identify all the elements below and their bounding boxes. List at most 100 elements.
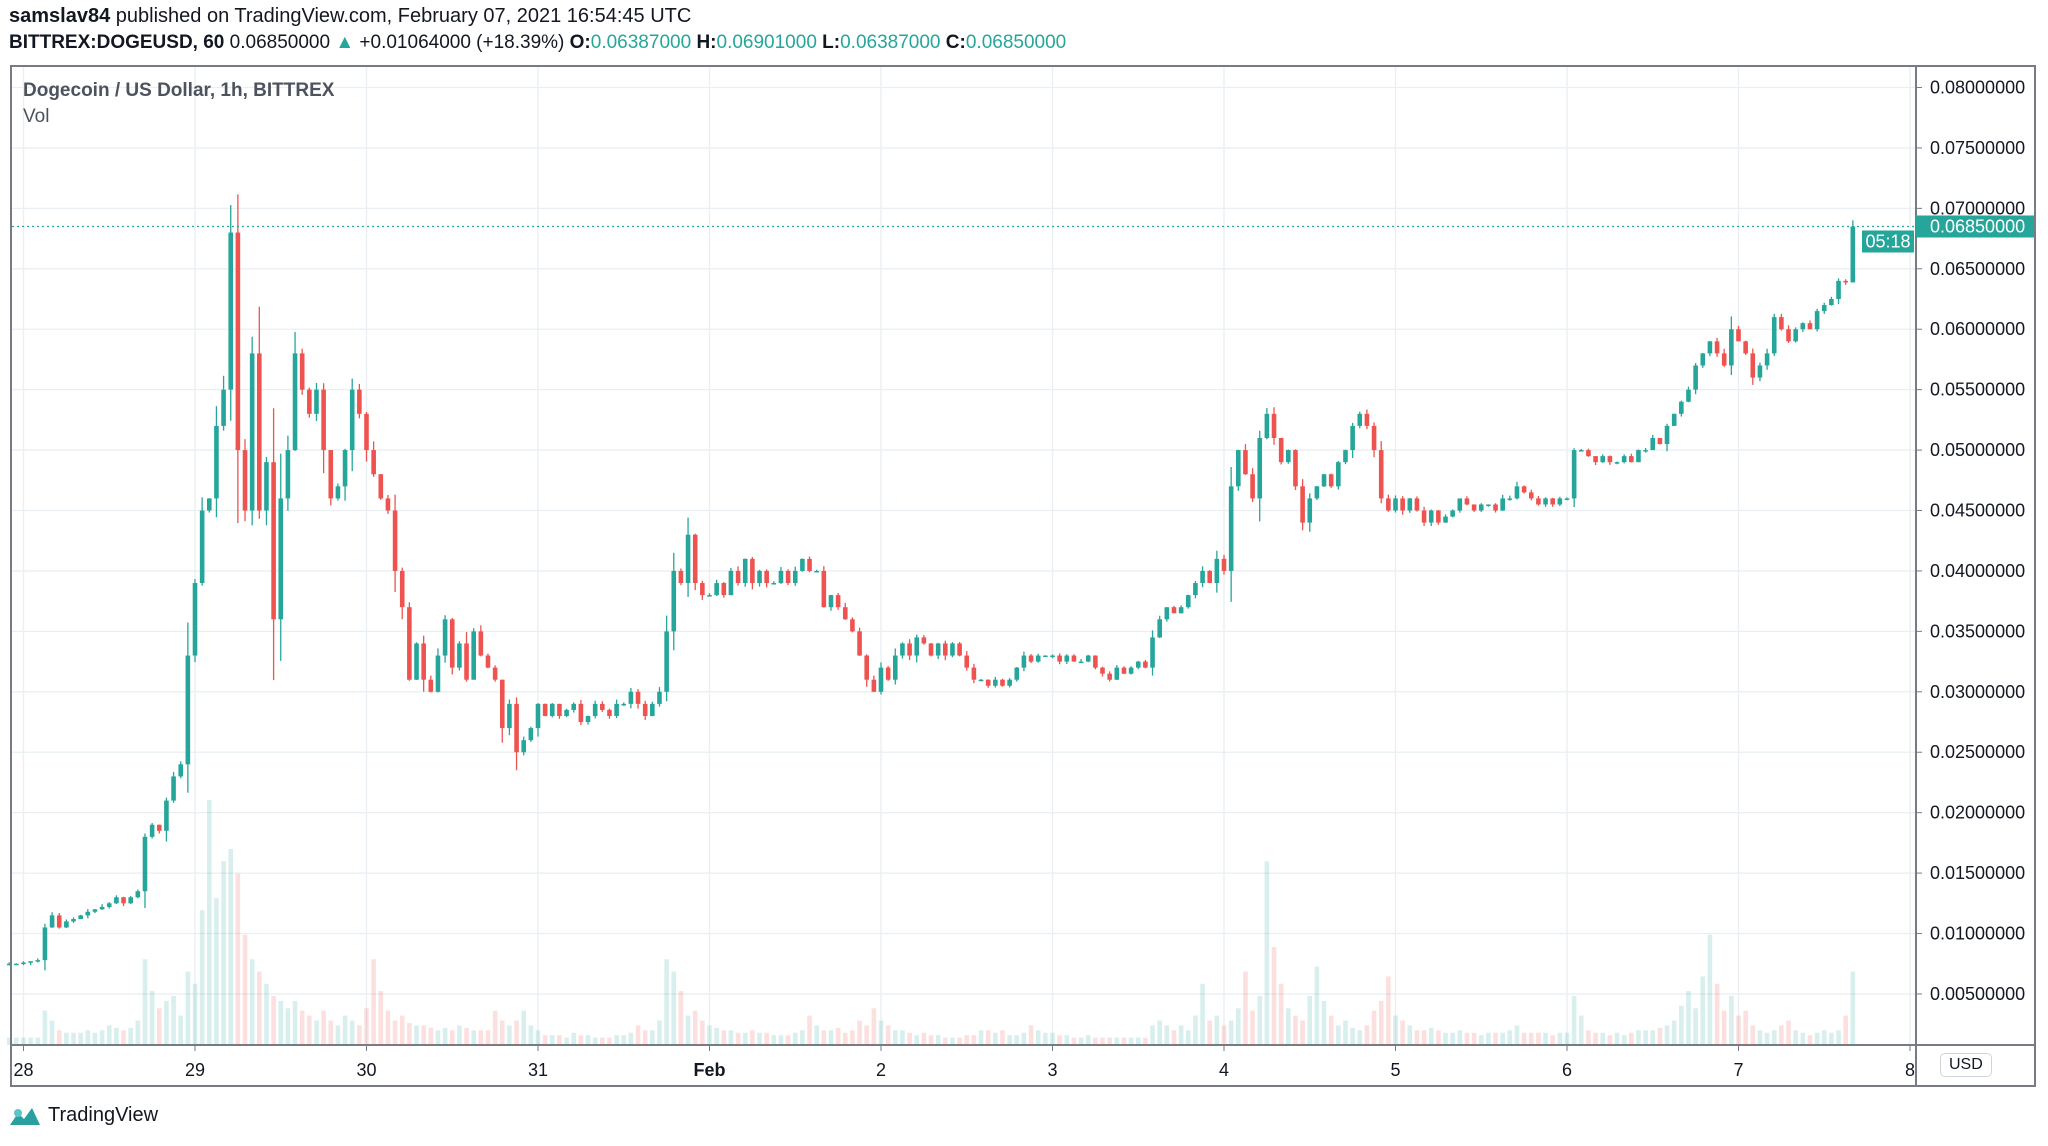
volume-bar <box>421 1025 426 1045</box>
volume-bar <box>1571 996 1577 1045</box>
volume-bar <box>85 1030 91 1045</box>
candle-body <box>950 643 955 656</box>
volume-bar <box>1557 1032 1563 1045</box>
candle-body <box>428 679 434 692</box>
volume-bar <box>1043 1032 1048 1045</box>
volume-bar <box>742 1032 748 1045</box>
candle-body <box>1164 607 1170 620</box>
candle-body <box>1271 413 1277 438</box>
candle-body <box>342 450 348 487</box>
volume-bar <box>957 1037 962 1045</box>
volume-bar <box>407 1022 412 1045</box>
volume-bar <box>1457 1030 1463 1045</box>
candle-body <box>1336 462 1341 487</box>
volume-bar <box>1757 1030 1763 1045</box>
volume-bar <box>1028 1025 1034 1045</box>
volume-bar <box>1121 1037 1127 1045</box>
candle-body <box>335 486 341 499</box>
volume-bar <box>1014 1035 1020 1045</box>
candle-body <box>621 703 627 706</box>
volume-bar <box>371 959 376 1045</box>
high-value: 0.06901000 <box>716 32 817 53</box>
volume-bar <box>1486 1032 1491 1045</box>
volume-bar <box>1779 1025 1784 1045</box>
volume-bar <box>1128 1037 1134 1045</box>
candle-body <box>1464 498 1470 505</box>
volume-bar <box>1650 1030 1656 1045</box>
volume-bar <box>1000 1030 1005 1045</box>
candle-body <box>1829 299 1834 306</box>
volume-bar <box>328 1020 334 1045</box>
volume-bar <box>678 991 684 1045</box>
volume-bar <box>135 1020 141 1045</box>
x-tick-label: 4 <box>1219 1060 1229 1080</box>
candle-body <box>1064 655 1070 662</box>
candle-body <box>85 911 91 916</box>
candle-body <box>1214 558 1220 584</box>
volume-bar <box>864 1025 870 1045</box>
volume-bar <box>1836 1030 1841 1045</box>
candle-body <box>1371 425 1377 451</box>
candle-body <box>385 498 391 511</box>
last-price-tag <box>1916 215 2036 238</box>
candle-body <box>1486 504 1491 506</box>
volume-bar <box>1171 1030 1177 1045</box>
candle-body <box>864 655 870 680</box>
candle-body <box>1293 450 1298 487</box>
volume-bar <box>435 1030 441 1045</box>
candle-body <box>185 655 191 765</box>
y-tick-label: 0.03500000 <box>1930 621 2025 641</box>
volume-bar <box>99 1030 105 1045</box>
last-price: 0.06850000 <box>229 32 331 53</box>
candle-body <box>1364 413 1370 426</box>
candle-body <box>6 963 12 966</box>
candle-body <box>1243 450 1248 475</box>
candle-body <box>49 915 55 928</box>
candle-body <box>1814 311 1820 330</box>
volume-bar <box>1764 1032 1770 1045</box>
candle-body <box>457 643 462 668</box>
candle-body <box>1314 486 1320 499</box>
candle-body <box>1093 655 1098 668</box>
candle-body <box>671 570 677 632</box>
volume-bar <box>1686 991 1691 1045</box>
candle-body <box>328 450 334 499</box>
volume-bar <box>92 1032 98 1045</box>
candle-body <box>857 631 862 656</box>
candle-body <box>1143 661 1148 668</box>
volume-bar <box>614 1035 619 1045</box>
volume-bar <box>1743 1010 1748 1045</box>
candle-body <box>1393 498 1398 511</box>
volume-bar <box>557 1035 562 1045</box>
volume-bar <box>364 1008 369 1045</box>
volume-legend[interactable]: Vol <box>23 106 50 127</box>
candle-body <box>628 691 634 704</box>
volume-bar <box>156 1008 162 1045</box>
candle-body <box>557 703 562 716</box>
candle-body <box>1507 498 1513 500</box>
volume-bar <box>42 1010 48 1045</box>
volume-bar <box>628 1032 634 1045</box>
candle-body <box>1414 498 1420 511</box>
candle-body <box>56 915 62 928</box>
volume-bar <box>1286 1008 1291 1045</box>
candle-body <box>435 655 441 692</box>
candle-body <box>1257 437 1263 499</box>
volume-bar <box>821 1030 827 1045</box>
candle-body <box>907 643 912 656</box>
y-tick-label: 0.01500000 <box>1930 863 2025 883</box>
candle-body <box>1321 474 1327 487</box>
candle-body <box>1457 498 1463 511</box>
volume-bar <box>385 1010 391 1045</box>
author[interactable]: samslav84 <box>9 5 111 27</box>
candle-body <box>1536 498 1541 505</box>
candle-body <box>1178 607 1184 614</box>
candle-body <box>106 903 112 907</box>
y-tick-label: 0.06000000 <box>1930 319 2025 339</box>
candle-body <box>1050 655 1055 658</box>
volume-bar <box>750 1030 755 1045</box>
candle-body <box>921 637 927 644</box>
currency-button[interactable]: USD <box>1940 1053 1992 1077</box>
series-legend[interactable]: Dogecoin / US Dollar, 1h, BITTREX <box>23 80 335 101</box>
